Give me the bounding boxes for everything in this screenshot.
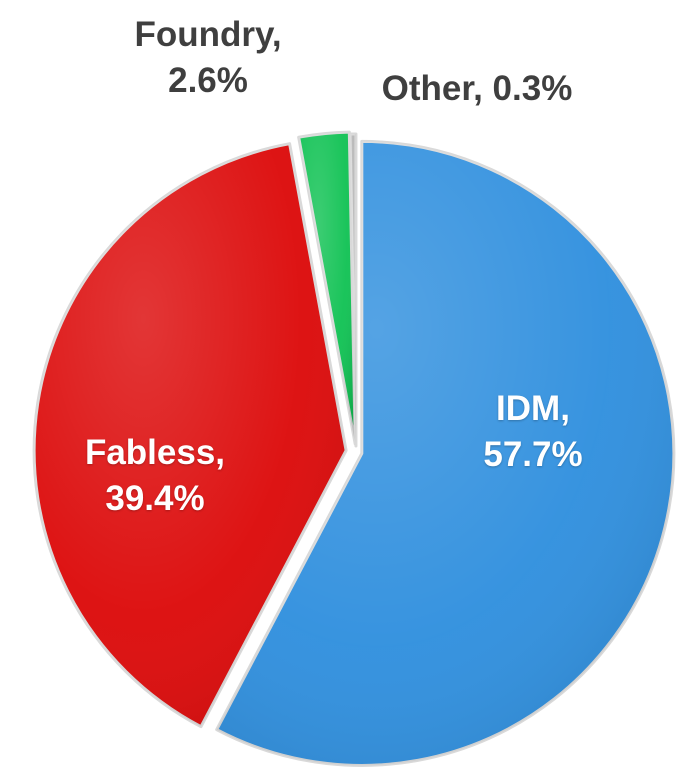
pie-slices [32,130,676,767]
slice-label-other-name: Other, 0.3% [381,69,573,108]
pie-slice-foundry-shading [298,132,356,445]
slice-label-foundry-value: 2.6% [168,61,248,100]
slice-label-fabless: Fabless, 39.4% [70,430,240,522]
pie-slice-idm-shading [216,141,674,766]
slice-label-fabless-name: Fabless, [84,433,226,472]
slice-label-fabless-value: 39.4% [105,479,205,518]
slice-label-idm: IDM, 57.7% [468,386,598,478]
pie-slice-fabless-shading [34,143,347,727]
slice-label-other: Other, 0.3% [362,66,592,112]
slice-label-idm-value: 57.7% [483,435,583,474]
slice-label-foundry: Foundry, 2.6% [108,12,308,104]
pie-slice-other-shading [350,134,356,447]
slice-label-foundry-name: Foundry, [134,15,282,54]
slice-label-idm-name: IDM, [496,389,570,428]
